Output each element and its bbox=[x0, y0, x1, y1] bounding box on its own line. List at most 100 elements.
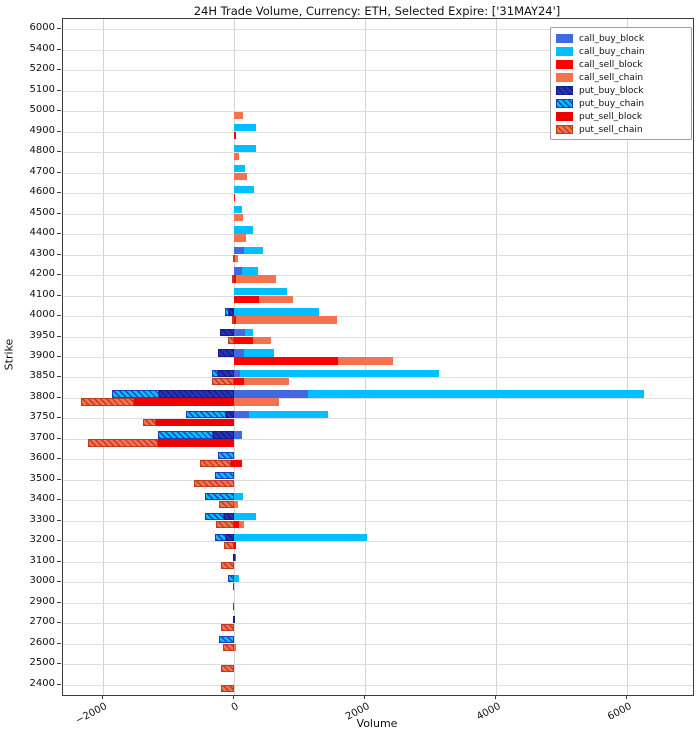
y-gridline bbox=[63, 377, 693, 379]
call_sell_block-swatch-icon bbox=[556, 60, 573, 69]
put_sell_block-swatch-icon bbox=[556, 112, 573, 121]
bar-3300-call_buy_chain bbox=[234, 513, 256, 521]
bar-3750-put_sell_block bbox=[156, 418, 235, 427]
bar-4600-call_sell_block bbox=[234, 193, 236, 201]
y-tick-mark bbox=[57, 478, 61, 480]
y-tick-label: 3950 bbox=[29, 329, 55, 341]
y-tick-label: 4900 bbox=[29, 124, 55, 136]
bar-3950-call_buy_block bbox=[234, 328, 246, 337]
y-tick-mark bbox=[57, 458, 61, 460]
bar-3700-put_buy_block bbox=[212, 431, 235, 439]
y-tick-mark bbox=[57, 171, 61, 173]
bar-3800-call_sell_chain bbox=[234, 398, 279, 406]
y-tick-label: 3800 bbox=[29, 390, 55, 402]
legend-label: put_sell_chain bbox=[579, 124, 643, 135]
y-tick-mark bbox=[57, 130, 61, 132]
bar-4000-put_sell_chain bbox=[231, 316, 235, 324]
y-tick-mark bbox=[57, 212, 61, 214]
chart-title: 24H Trade Volume, Currency: ETH, Selecte… bbox=[193, 4, 561, 18]
y-gridline bbox=[63, 602, 693, 604]
bar-4500-call_sell_chain bbox=[234, 214, 243, 222]
bar-2600-put_buy_chain bbox=[219, 636, 235, 644]
y-tick-label: 3500 bbox=[29, 472, 55, 484]
bar-4000-call_sell_chain bbox=[235, 316, 337, 324]
bar-3200-put_buy_chain bbox=[215, 533, 227, 541]
y-tick-mark bbox=[57, 663, 61, 665]
legend-entry-call_sell_block: call_sell_block bbox=[556, 58, 686, 71]
bar-4300-call_buy_block bbox=[234, 246, 244, 255]
bar-2400-put_sell_chain bbox=[220, 685, 235, 693]
bar-3000-put_sell_block bbox=[233, 582, 235, 590]
y-gridline bbox=[63, 643, 693, 645]
bar-3900-call_sell_chain bbox=[337, 357, 393, 365]
bar-3600-put_sell_block bbox=[231, 459, 235, 467]
y-gridline bbox=[63, 520, 693, 522]
y-gridline bbox=[63, 254, 693, 256]
bar-3700-put_buy_chain bbox=[158, 431, 213, 439]
bar-4400-call_sell_chain bbox=[234, 234, 247, 242]
legend-entry-call_buy_chain: call_buy_chain bbox=[556, 45, 686, 58]
bar-3750-put_buy_block bbox=[225, 410, 235, 419]
bar-4200-call_sell_block bbox=[234, 275, 236, 283]
bar-3850-put_buy_block bbox=[217, 369, 235, 378]
bar-3850-call_sell_block bbox=[234, 377, 244, 386]
bar-3850-put_sell_chain bbox=[211, 377, 235, 386]
y-gridline bbox=[63, 131, 693, 133]
y-tick-label: 3750 bbox=[29, 411, 55, 423]
y-gridline bbox=[63, 29, 693, 31]
bar-2700-put_sell_chain bbox=[221, 623, 235, 631]
call_buy_block-swatch-icon bbox=[556, 34, 573, 43]
bar-3500-put_buy_chain bbox=[215, 472, 235, 480]
legend-label: put_buy_chain bbox=[579, 98, 645, 109]
bar-3700-put_sell_block bbox=[158, 439, 235, 447]
bar-3750-call_buy_chain bbox=[249, 410, 328, 419]
legend-label: put_buy_block bbox=[579, 85, 644, 96]
bar-4600-call_buy_chain bbox=[234, 185, 255, 193]
call_buy_chain-swatch-icon bbox=[556, 47, 573, 56]
bar-3300-put_buy_chain bbox=[204, 513, 224, 521]
y-gridline bbox=[63, 561, 693, 563]
bar-3750-call_buy_block bbox=[234, 410, 250, 419]
y-gridline bbox=[63, 418, 693, 420]
y-gridline bbox=[63, 275, 693, 277]
bar-3950-put_sell_chain bbox=[228, 336, 235, 345]
bar-4000-put_buy_chain bbox=[224, 308, 230, 316]
bar-3600-put_buy_chain bbox=[218, 451, 235, 459]
bars-layer bbox=[63, 19, 693, 695]
bar-4100-call_sell_chain bbox=[259, 295, 293, 304]
y-gridline bbox=[63, 234, 693, 236]
bar-3400-put_sell_chain bbox=[219, 500, 235, 508]
y-tick-label: 2500 bbox=[29, 657, 55, 669]
put_buy_block-swatch-icon bbox=[556, 86, 573, 95]
bar-4300-call_sell_chain bbox=[234, 254, 239, 263]
y-gridline bbox=[63, 664, 693, 666]
bar-4000-call_buy_chain bbox=[234, 308, 319, 316]
bar-3950-call_sell_chain bbox=[252, 336, 272, 345]
bar-4300-call_buy_chain bbox=[243, 246, 263, 255]
bar-3950-put_buy_block bbox=[219, 328, 235, 337]
y-gridline bbox=[63, 459, 693, 461]
bar-4700-call_sell_chain bbox=[234, 173, 247, 181]
x-axis-label: Volume bbox=[356, 717, 398, 730]
bar-4200-call_sell_chain bbox=[235, 275, 276, 283]
bar-3500-put_sell_chain bbox=[193, 480, 235, 488]
put_sell_chain-swatch-icon bbox=[556, 125, 573, 134]
bar-2700-put_buy_block bbox=[233, 615, 236, 623]
y-gridline bbox=[63, 438, 693, 440]
bar-3900-call_buy_chain bbox=[244, 349, 274, 357]
y-gridline bbox=[63, 213, 693, 215]
y-gridline bbox=[63, 479, 693, 481]
legend-label: call_buy_block bbox=[579, 33, 645, 44]
bar-4200-put_sell_chain bbox=[231, 275, 235, 283]
x-tick-mark bbox=[233, 695, 235, 699]
y-tick-label: 4800 bbox=[29, 145, 55, 157]
y-tick-label: 3400 bbox=[29, 493, 55, 505]
bar-4200-call_buy_chain bbox=[241, 267, 259, 275]
bar-3950-call_buy_chain bbox=[245, 328, 253, 337]
y-tick-mark bbox=[57, 48, 61, 50]
bar-4900-call_buy_chain bbox=[234, 124, 256, 132]
y-tick-mark bbox=[57, 581, 61, 583]
bar-2900-put_sell_block bbox=[232, 603, 235, 611]
bar-4700-call_buy_chain bbox=[234, 165, 246, 173]
bar-3200-put_buy_block bbox=[226, 533, 235, 541]
